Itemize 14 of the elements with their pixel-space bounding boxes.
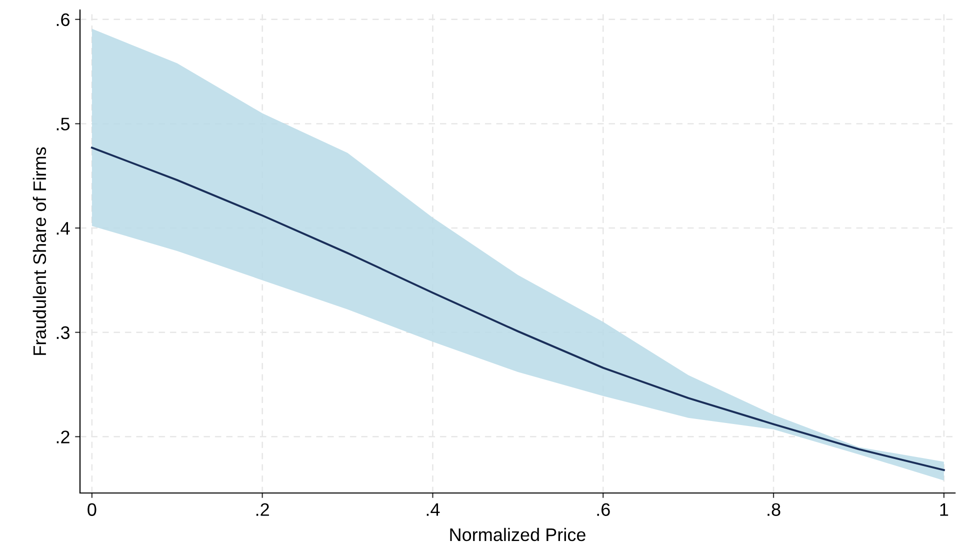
x-tick-label: 1 bbox=[940, 503, 948, 516]
x-tick-label: 0 bbox=[88, 503, 96, 516]
x-tick-label: .4 bbox=[426, 503, 440, 516]
y-tick-label: .5 bbox=[56, 118, 70, 130]
y-tick-label: .2 bbox=[56, 430, 70, 444]
y-tick-label: .3 bbox=[56, 326, 70, 340]
line-series bbox=[90, 146, 945, 472]
x-tick-label: .6 bbox=[597, 503, 610, 516]
y-tick-label: .6 bbox=[56, 13, 70, 26]
x-tick-label: .8 bbox=[768, 503, 780, 516]
y-tick-label: .4 bbox=[56, 222, 70, 235]
x-axis-title: Normalized Price bbox=[450, 528, 586, 542]
x-tick-label: .2 bbox=[256, 503, 269, 516]
y-axis-title: Fraudulent Share of Firms bbox=[32, 147, 46, 355]
